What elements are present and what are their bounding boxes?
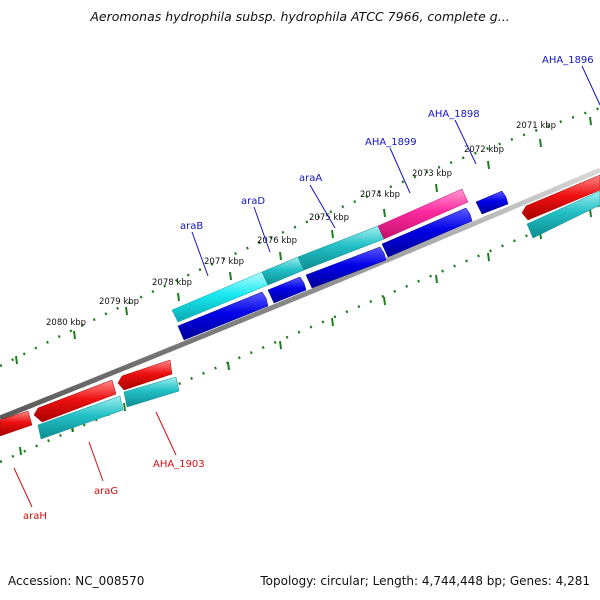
gene-araa[interactable] [305,246,387,289]
tick-label-2072: 2072 kbp [464,145,504,155]
tick-label-2078: 2078 kbp [152,278,192,288]
outer-tick-track [0,106,600,368]
tick-label-2073: 2073 kbp [412,169,452,179]
gene-label-arah[interactable]: araH [23,511,47,522]
gene-label-aha1896[interactable]: AHA_1896 [542,55,594,66]
gene-label-araa[interactable]: araA [299,173,322,184]
forward-cds-band [171,188,600,323]
tick-label-2076: 2076 kbp [257,236,297,246]
gene-aha1899[interactable] [381,207,473,258]
tick-label-2080: 2080 kbp [46,318,86,328]
tick-label-2077: 2077 kbp [204,257,244,267]
top-gene-labels: AHA_1896 AHA_1898 AHA_1899 araA araD ara… [180,55,594,232]
cds-aha1899[interactable] [377,188,469,240]
gene-arah[interactable] [0,410,33,437]
bottom-label-leaders [13,411,177,508]
gene-aha1903[interactable] [117,359,173,391]
top-label-leaders [191,65,600,277]
gene-label-aha1903[interactable]: AHA_1903 [153,459,205,470]
gene-arad[interactable] [267,276,307,304]
topology-text: Topology: circular; Length: 4,744,448 bp… [260,574,590,588]
cds-aha1903[interactable] [123,376,180,408]
cds-aha1896[interactable] [526,190,600,239]
reverse-cds-band [37,376,180,440]
inner-tick-track [0,203,600,464]
accession-text: Accession: NC_008570 [8,574,145,588]
gene-label-aha1898[interactable]: AHA_1898 [428,109,480,120]
genome-backbone [0,167,600,421]
gene-arag[interactable] [33,379,117,423]
gene-label-arag[interactable]: araG [94,486,118,497]
tick-label-2079: 2079 kbp [99,297,139,307]
map-title: Aeromonas hydrophila subsp. hydrophila A… [90,9,510,24]
cds-arag[interactable] [37,395,124,440]
gene-aha1896[interactable] [521,174,600,221]
tick-label-2074: 2074 kbp [360,190,400,200]
reverse-genes [0,174,600,437]
forward-genes [177,190,509,341]
gene-label-arad[interactable]: araD [241,196,265,207]
bottom-gene-labels: AHA_1903 araG araH [23,459,205,522]
gene-arab[interactable] [177,291,269,341]
gene-label-arab[interactable]: araB [180,221,203,232]
gene-aha1898[interactable] [475,190,509,215]
gene-label-aha1899[interactable]: AHA_1899 [365,137,417,148]
tick-label-2071: 2071 kbp [516,121,556,131]
